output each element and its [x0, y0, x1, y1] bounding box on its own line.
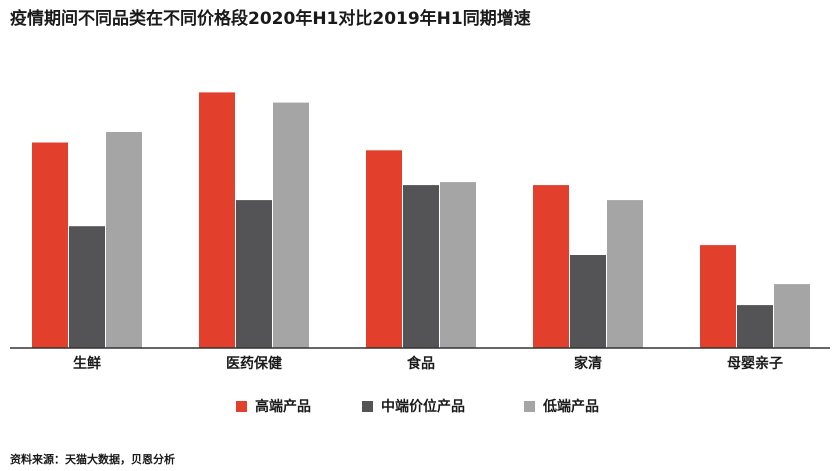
x-tick-label: 医药保健 [226, 355, 282, 372]
bar-1-1 [32, 142, 68, 348]
x-tick-label: 家清 [574, 355, 602, 372]
bar-3-2 [273, 102, 309, 348]
bar-2-5 [737, 305, 773, 348]
bar-chart: 生鲜 医药保健 食品 家清 母婴亲子 [10, 92, 830, 372]
legend-item: 高端产品 [236, 396, 311, 416]
bar-3-1 [106, 132, 142, 348]
bar-3-4 [607, 200, 643, 348]
bar-1-5 [700, 245, 736, 348]
bar-3-3 [440, 182, 476, 348]
legend-item: 低端产品 [524, 396, 599, 416]
bar-3-5 [774, 284, 810, 348]
legend-swatch [362, 400, 373, 412]
bar-2-1 [69, 226, 105, 348]
bar-1-4 [533, 185, 569, 348]
legend-label: 高端产品 [255, 399, 311, 415]
legend-swatch [524, 400, 535, 412]
bar-2-3 [403, 185, 439, 348]
legend-label: 中端价位产品 [381, 399, 465, 415]
legend-swatch [236, 400, 247, 412]
chart-title: 疫情期间不同品类在不同价格段2020年H1对比2019年H1同期增速 [10, 9, 531, 29]
legend-label: 低端产品 [543, 399, 599, 415]
bar-1-2 [199, 92, 235, 349]
legend: 高端产品 中端价位产品 低端产品 [0, 396, 840, 416]
bar-2-4 [570, 255, 606, 348]
bar-1-3 [366, 150, 402, 348]
legend-item: 中端价位产品 [362, 396, 465, 416]
source-note: 资料来源：天猫大数据，贝恩分析 [10, 453, 175, 466]
bar-2-2 [236, 200, 272, 348]
x-tick-label: 母婴亲子 [727, 355, 783, 372]
x-tick-label: 食品 [407, 355, 435, 372]
x-tick-label: 生鲜 [73, 355, 101, 372]
